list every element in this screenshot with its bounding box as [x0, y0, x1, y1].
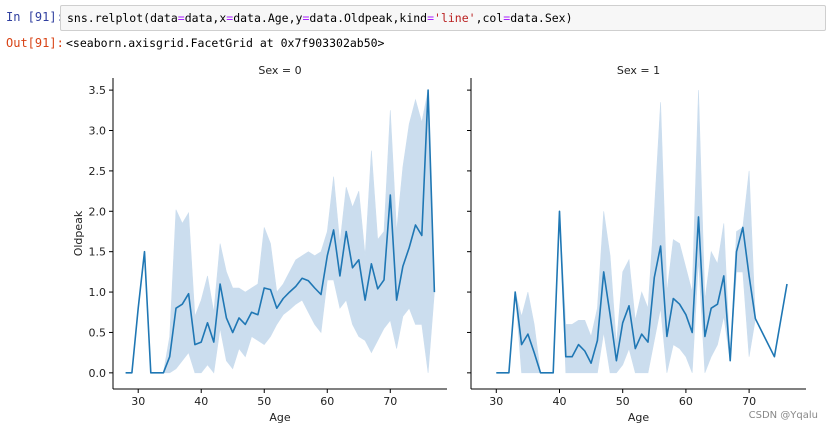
code-token: = [177, 11, 185, 25]
y-axis-label: Oldpeak [72, 210, 85, 256]
code-token: = [427, 11, 435, 25]
facet-title: Sex = 1 [617, 64, 660, 77]
y-tick-label: 2.0 [89, 205, 107, 218]
y-tick-label: 2.5 [89, 165, 107, 178]
input-prompt: In [91]: [6, 10, 64, 24]
code-token: data,x [184, 11, 227, 25]
code-token: ,col [475, 11, 504, 25]
code-token: = [503, 11, 511, 25]
code-token: = [302, 11, 310, 25]
x-tick-label: 50 [616, 395, 630, 408]
x-tick-label: 40 [194, 395, 208, 408]
series-line [496, 210, 788, 374]
code-token: data.Oldpeak,kind [309, 11, 428, 25]
code-token: data.Age,y [233, 11, 303, 25]
x-tick-label: 40 [552, 395, 566, 408]
series-line [125, 89, 436, 374]
code-token: data.Sex) [510, 11, 573, 25]
input-cell[interactable]: In [91]: sns.relplot(data=data,x=data.Ag… [0, 0, 832, 36]
y-tick-label: 3.5 [89, 84, 107, 97]
facet-title: Sex = 0 [258, 64, 301, 77]
output-prompt: Out[91]: [6, 36, 64, 50]
y-tick-label: 0.5 [89, 326, 107, 339]
x-tick-label: 30 [489, 395, 503, 408]
facet-panel-0: 30 40 50 60 70 0.0 0.5 1.0 1.5 2.0 2.5 3.0 3.5 Sex = … [72, 64, 447, 424]
facet-panel-1: 30 40 50 60 70 Sex = 1 Age [467, 64, 806, 424]
x-tick-label: 30 [131, 395, 145, 408]
x-axis-label: Age [269, 411, 291, 424]
code-line[interactable]: sns.relplot(data=data,x=data.Age,y=data.… [67, 11, 573, 25]
watermark: CSDN @Yqalu [748, 410, 818, 421]
x-tick-label: 60 [320, 395, 334, 408]
y-tick-label: 0.0 [89, 367, 107, 380]
x-tick-label: 60 [679, 395, 693, 408]
output-repr: <seaborn.axisgrid.FacetGrid at 0x7f90330… [66, 36, 385, 50]
y-tick-label: 3.0 [89, 125, 107, 138]
x-tick-label: 70 [742, 395, 756, 408]
code-token: 'line' [434, 11, 476, 25]
x-tick-label: 70 [383, 395, 397, 408]
x-axis-label: Age [628, 411, 650, 424]
code-token: sns.relplot(data [67, 11, 178, 25]
x-tick-label: 50 [257, 395, 271, 408]
code-editor[interactable]: sns.relplot(data=data,x=data.Age,y=data.… [60, 5, 826, 31]
y-tick-label: 1.0 [89, 286, 107, 299]
y-tick-label: 1.5 [89, 246, 107, 259]
code-token: = [226, 11, 234, 25]
